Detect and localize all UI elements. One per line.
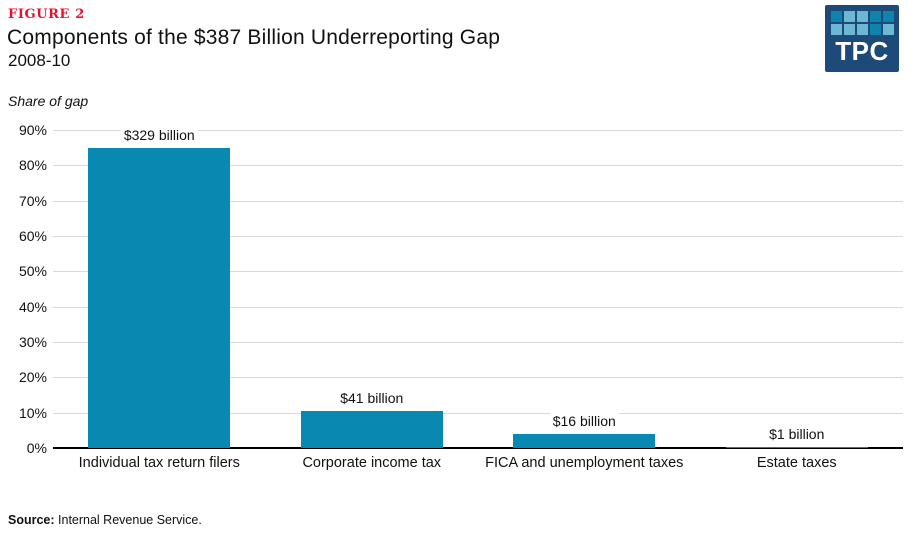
x-tick-label: Individual tax return filers <box>78 455 240 471</box>
logo-grid-square <box>882 24 894 35</box>
gridline <box>53 271 903 273</box>
gridline <box>53 377 903 379</box>
tpc-logo-text: TPC <box>835 36 889 66</box>
y-tick-label: 20% <box>18 369 47 386</box>
y-tick-label: 60% <box>18 228 47 244</box>
source-text: Internal Revenue Service. <box>54 513 202 527</box>
figure-subtitle: 2008-10 <box>8 51 71 70</box>
x-tick-label: FICA and unemployment taxes <box>485 455 684 471</box>
y-tick-label: 40% <box>18 298 47 315</box>
logo-grid-square <box>830 24 842 35</box>
y-tick-label: 80% <box>18 157 47 174</box>
gridline <box>53 165 903 167</box>
y-tick-label: 70% <box>18 192 47 209</box>
tpc-logo-grid <box>830 11 894 35</box>
bar-value-label: $1 billion <box>691 426 904 442</box>
logo-grid-square <box>830 11 842 22</box>
logo-grid-square <box>882 11 894 22</box>
source-line: Source: Internal Revenue Service. <box>8 513 202 527</box>
gridline <box>53 130 903 131</box>
logo-grid-square <box>869 11 881 22</box>
logo-grid-square <box>856 11 868 22</box>
page-title: Components of the $387 Billion Underrepo… <box>7 26 501 49</box>
y-tick-label: 90% <box>18 122 47 138</box>
y-tick-label: 10% <box>18 404 47 421</box>
logo-grid-square <box>869 24 881 35</box>
bar <box>725 447 868 448</box>
gridline <box>53 412 903 414</box>
y-tick-label: 30% <box>18 334 47 350</box>
bar-value-label: $16 billion <box>478 412 691 429</box>
bar-value-label: $41 billion <box>266 389 479 406</box>
y-axis-note: Share of gap <box>8 93 89 109</box>
logo-grid-square <box>843 24 855 35</box>
logo-grid-square <box>856 24 868 35</box>
gridline <box>53 342 903 343</box>
tpc-logo: TPC <box>825 5 899 72</box>
bar <box>300 410 443 448</box>
bar <box>513 433 656 448</box>
source-label: Source: <box>8 513 55 527</box>
y-tick-label: 0% <box>26 440 47 456</box>
bar-value-label: $329 billion <box>53 126 266 143</box>
gridline <box>53 306 903 308</box>
x-tick-label: Estate taxes <box>756 455 837 471</box>
y-tick-label: 50% <box>18 263 47 280</box>
gridline <box>53 200 903 202</box>
logo-grid-square <box>843 11 855 22</box>
bar <box>88 147 231 448</box>
x-axis-line <box>53 447 903 449</box>
x-tick-label: Corporate income tax <box>302 455 442 471</box>
gridline <box>53 236 903 237</box>
figure-label: FIGURE 2 <box>8 7 85 22</box>
